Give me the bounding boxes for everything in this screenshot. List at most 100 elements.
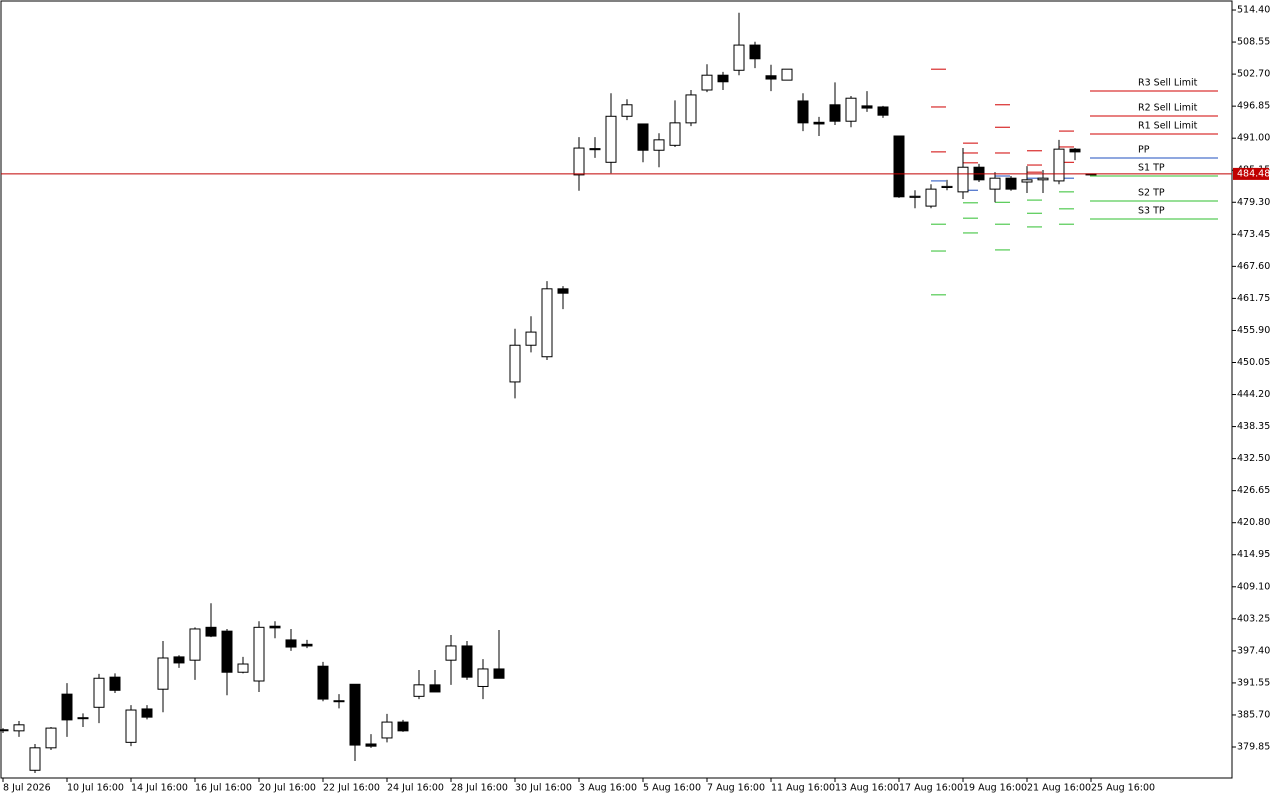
y-tick-label: 420.80 [1237,517,1270,528]
pivot-label: S2 TP [1138,188,1165,199]
candle-body [669,122,681,146]
candle-body [333,700,345,703]
candle-body [685,94,697,124]
candle-body [61,693,73,721]
y-tick-label: 502.70 [1237,69,1270,80]
candle-body [93,677,105,708]
candle-body [1037,177,1049,181]
x-tick-label: 3 Aug 16:00 [579,783,637,794]
candle-body [749,44,761,60]
candle-body [77,717,89,720]
candle-body [493,668,505,679]
candle-body [285,639,297,648]
x-tick-label: 13 Aug 16:00 [835,783,899,794]
candle-body [109,676,121,691]
y-tick-label: 426.65 [1237,485,1270,496]
candle-body [941,185,953,188]
y-tick-label: 508.55 [1237,37,1270,48]
pivot-label: R3 Sell Limit [1138,78,1198,89]
candle-body [525,331,537,346]
pivot-label: S1 TP [1138,163,1165,174]
candle-body [221,630,233,673]
y-tick-label: 438.35 [1237,421,1270,432]
y-tick-label: 479.30 [1237,197,1270,208]
candle-body [509,344,521,383]
candle-body [1005,177,1017,190]
y-tick-label: 397.40 [1237,645,1270,656]
candle-body [237,663,249,673]
candle-body [189,628,201,661]
y-tick-label: 514.40 [1237,5,1270,16]
candle-body [253,626,265,682]
y-tick-label: 450.05 [1237,357,1270,368]
y-tick-label: 491.00 [1237,133,1270,144]
candle-body [205,626,217,637]
candle-body [381,721,393,739]
y-tick-label: 496.85 [1237,101,1270,112]
candle-body [861,105,873,109]
candle-body [461,645,473,678]
candle-body [413,684,425,697]
x-tick-label: 5 Aug 16:00 [643,783,701,794]
y-tick-label: 444.20 [1237,389,1270,400]
x-tick-label: 21 Aug 16:00 [1027,783,1091,794]
candle-body [1053,148,1065,182]
candle-body [637,123,649,151]
pivot-label: S3 TP [1138,206,1165,217]
y-tick-label: 432.50 [1237,453,1270,464]
y-tick-label: 385.70 [1237,709,1270,720]
y-tick-label: 391.55 [1237,677,1270,688]
x-tick-label: 8 Jul 2026 [3,783,51,794]
pivot-label: R1 Sell Limit [1138,121,1198,132]
candle-body [45,727,57,749]
candle-body [301,643,313,647]
candle-body [13,724,25,732]
candle-body [957,166,969,193]
candle-body [909,195,921,198]
candle-body [429,684,441,693]
plot-frame [0,0,1233,779]
x-tick-label: 7 Aug 16:00 [707,783,765,794]
candle-body [1021,179,1033,183]
candle-body [365,743,377,747]
candle-body [557,288,569,294]
x-tick-label: 20 Jul 16:00 [259,783,316,794]
candle-body [173,656,185,664]
candle-body [829,104,841,122]
candle-body [701,74,713,91]
candle-body [797,100,809,124]
candle-body [781,68,793,81]
x-tick-label: 17 Aug 16:00 [899,783,963,794]
candle-body [925,188,937,207]
candle-body [125,709,137,743]
x-tick-label: 25 Aug 16:00 [1091,783,1155,794]
candle-body [845,97,857,122]
y-tick-label: 461.75 [1237,293,1270,304]
candle-body [477,668,489,687]
x-tick-label: 22 Jul 16:00 [323,783,380,794]
candle-body [813,121,825,125]
y-tick-label: 455.90 [1237,325,1270,336]
candle-body [29,747,41,771]
x-tick-label: 30 Jul 16:00 [515,783,572,794]
candle-body [765,75,777,80]
candle-body [317,665,329,700]
pivot-label: PP [1138,145,1150,156]
candle-body [653,139,665,151]
candle-body [877,106,889,116]
candle-body [541,288,553,358]
x-tick-label: 28 Jul 16:00 [451,783,508,794]
x-tick-label: 16 Jul 16:00 [195,783,252,794]
candle-body [621,104,633,117]
y-tick-label: 414.95 [1237,549,1270,560]
candle-body [717,74,729,83]
candle-body [573,147,585,176]
candle-body [605,115,617,163]
x-tick-label: 19 Aug 16:00 [963,783,1027,794]
candle-body [157,657,169,690]
y-tick-label: 379.85 [1237,741,1270,752]
candle-body [141,708,153,718]
x-tick-label: 10 Jul 16:00 [67,783,124,794]
